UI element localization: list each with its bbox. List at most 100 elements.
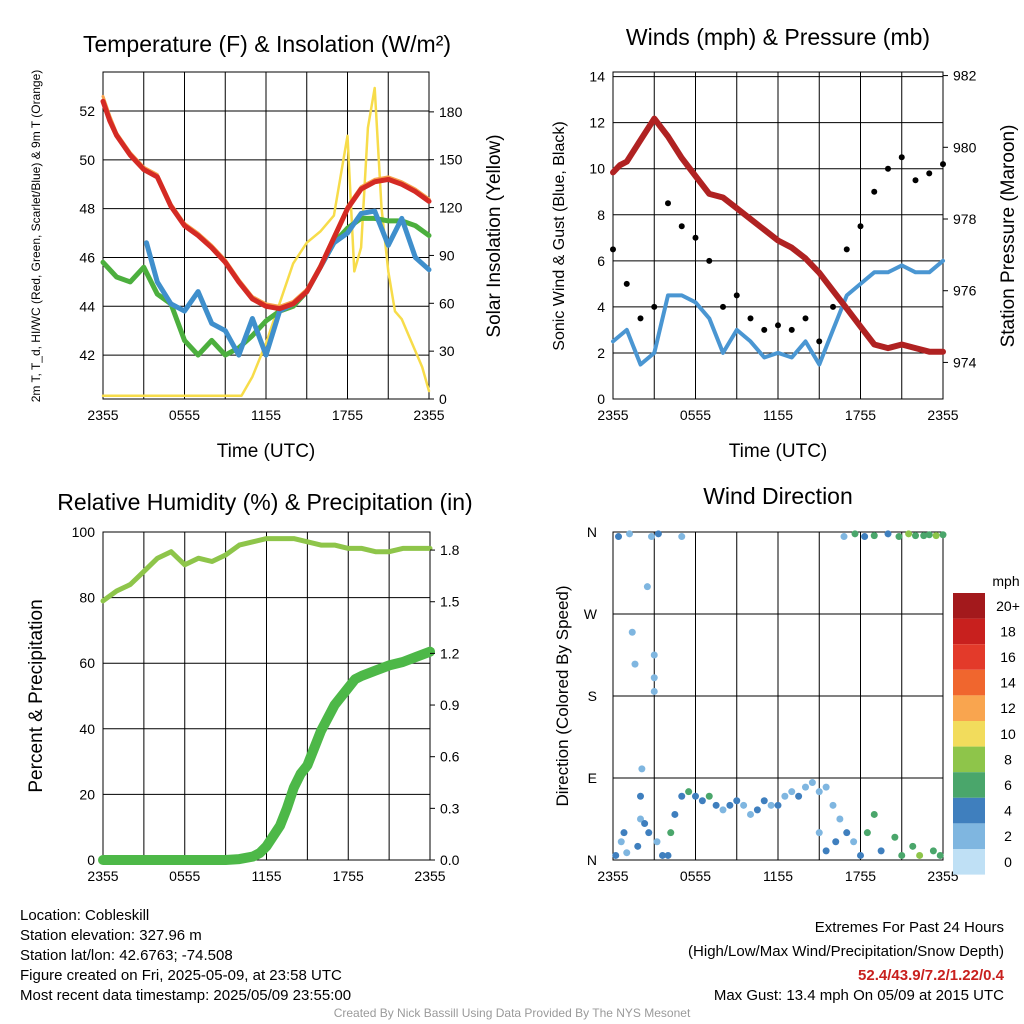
elevation-text: Station elevation: 327.96 m	[20, 927, 202, 944]
y-tick-label: 12	[589, 115, 605, 131]
y-tick-label: N	[587, 524, 597, 540]
humidity-line	[100, 536, 433, 604]
direction-point	[836, 815, 844, 823]
y-tick-label: N	[587, 852, 597, 868]
direction-point	[802, 783, 809, 791]
legend-swatch	[953, 695, 985, 721]
direction-point	[685, 788, 693, 796]
direction-point	[641, 820, 649, 828]
y2-tick-label: 982	[953, 68, 977, 84]
gust-point	[940, 161, 946, 168]
x-tick-label: 2355	[927, 407, 958, 423]
y-tick-label: 60	[79, 655, 95, 671]
humidity-panel: Relative Humidity (%) & Precipitation (i…	[26, 489, 473, 884]
extremes-title: Extremes For Past 24 Hours	[814, 919, 1004, 936]
legend-swatch	[953, 721, 985, 747]
gust-point	[610, 246, 616, 253]
y-tick-label: 50	[79, 152, 95, 168]
direction-point	[620, 829, 628, 837]
credit-text: Created By Nick Bassill Using Data Provi…	[333, 1006, 691, 1020]
direction-point	[753, 806, 761, 814]
latlon-text: Station lat/lon: 42.6763; -74.508	[20, 947, 233, 964]
direction-point	[815, 788, 823, 796]
y2-tick-label: 1.2	[440, 645, 460, 661]
extremes-values: 52.4/43.9/7.2/1.22/0.4	[858, 967, 1004, 984]
direction-point	[726, 801, 734, 809]
winds-panel: Winds (mph) & Pressure (mb) 2355 0555 1155…	[551, 24, 1019, 462]
y2-tick-label: 980	[953, 139, 977, 155]
direction-point	[650, 674, 658, 682]
gust-point	[857, 223, 864, 230]
direction-point	[840, 533, 848, 541]
x-tick-label: 0555	[169, 407, 200, 423]
direction-point	[664, 851, 672, 859]
direction-point	[870, 810, 878, 818]
direction-point	[884, 530, 892, 538]
insolation-axis-label: Solar Insolation (Yellow)	[484, 134, 505, 337]
gust-point	[843, 246, 850, 253]
direction-point	[939, 531, 947, 539]
legend-label: 18	[1000, 623, 1016, 639]
humidity-title: Relative Humidity (%) & Precipitation (i…	[57, 489, 472, 515]
x-tick-label: 0555	[169, 868, 200, 884]
direction-point	[760, 797, 768, 805]
legend-label: 0	[1004, 854, 1012, 870]
direction-point	[822, 783, 830, 791]
pressure-line	[610, 115, 946, 355]
x-tick-label: 1755	[332, 407, 363, 423]
legend-swatch	[953, 823, 985, 849]
y-tick-label: W	[584, 606, 598, 622]
gust-point	[775, 322, 781, 329]
winds-title: Winds (mph) & Pressure (mb)	[626, 24, 930, 50]
created-text: Figure created on Fri, 2025-05-09, at 23…	[20, 967, 342, 984]
gust-point	[720, 303, 726, 310]
direction-point	[767, 801, 775, 809]
wind-speed-line	[611, 258, 945, 367]
legend-label: 16	[1000, 649, 1016, 665]
winds-x-axis-label: Time (UTC)	[729, 441, 828, 462]
gust-point	[637, 315, 644, 322]
direction-point	[650, 687, 658, 695]
precipitation-line	[98, 646, 435, 865]
direction-axis-label: Direction (Colored By Speed)	[553, 585, 572, 806]
wind-direction-panel: Wind Direction 2355 0555 1155 1755 2355NESWN…	[553, 483, 1020, 884]
direction-point	[788, 788, 796, 796]
x-tick-label: 2355	[927, 868, 958, 884]
direction-point	[932, 532, 940, 540]
legend-swatch	[953, 644, 985, 670]
direction-point	[774, 801, 782, 809]
humidity-axis-label: Percent & Precipitation	[26, 599, 47, 792]
gust-point	[692, 234, 699, 241]
y2-tick-label: 0.6	[440, 749, 460, 765]
direction-point	[623, 849, 631, 857]
x-tick-label: 1155	[763, 407, 793, 423]
temperature-panel: Temperature (F) & Insolation (W/m²) 2355…	[29, 31, 505, 462]
pressure-axis-label: Station Pressure (Maroon)	[998, 125, 1019, 348]
direction-point	[822, 847, 830, 855]
temperature-line	[100, 98, 432, 312]
y2-tick-label: 0.3	[440, 800, 460, 816]
direction-point	[851, 530, 859, 538]
direction-point	[733, 797, 741, 805]
extremes-description: (High/Low/Max Wind/Precipitation/Snow De…	[688, 943, 1004, 960]
y-tick-label: 6	[597, 253, 605, 269]
direction-point	[648, 533, 655, 541]
y-tick-label: 40	[79, 721, 95, 737]
y-tick-label: E	[588, 770, 597, 786]
direction-point	[740, 801, 748, 809]
direction-point	[815, 829, 823, 837]
x-tick-label: 2355	[414, 868, 445, 884]
direction-point	[638, 765, 646, 773]
legend-label: 4	[1004, 803, 1012, 819]
temperature-x-axis-label: Time (UTC)	[217, 441, 316, 462]
gust-point	[788, 326, 795, 333]
speed-legend: 20+ 18 16 14 12 10 8 6 4 2 0	[953, 593, 1020, 875]
direction-point	[747, 810, 754, 818]
x-tick-label: 0555	[680, 407, 711, 423]
y-tick-label: 0	[597, 391, 605, 407]
y2-tick-label: 60	[439, 295, 455, 311]
legend-label: 8	[1004, 751, 1012, 767]
x-tick-label: 1155	[251, 868, 281, 884]
gust-point	[651, 303, 658, 310]
